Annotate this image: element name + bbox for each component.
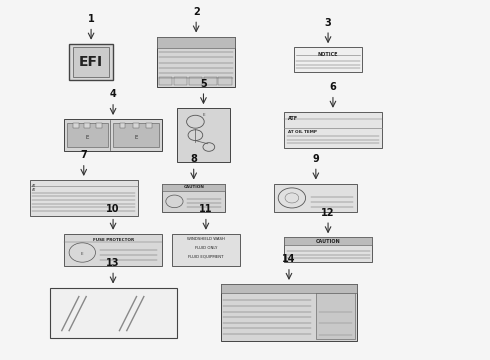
- Text: WINDSHIELD WASH: WINDSHIELD WASH: [187, 237, 225, 241]
- Bar: [284, 112, 382, 148]
- Text: NOTICE: NOTICE: [318, 51, 338, 57]
- Text: E: E: [202, 113, 205, 117]
- Text: 7: 7: [80, 150, 87, 160]
- Bar: [30, 180, 138, 216]
- Text: 1: 1: [88, 14, 95, 24]
- Text: E: E: [134, 135, 138, 140]
- Text: 6: 6: [330, 82, 336, 92]
- Text: FLUID EQUIPMENT: FLUID EQUIPMENT: [188, 255, 223, 258]
- Bar: [162, 184, 225, 191]
- Bar: [284, 237, 372, 245]
- Bar: [157, 37, 235, 48]
- Bar: [219, 77, 232, 85]
- Text: 10: 10: [106, 204, 120, 214]
- Bar: [73, 46, 109, 77]
- Text: ATF: ATF: [288, 116, 298, 121]
- Bar: [220, 284, 357, 293]
- Bar: [146, 123, 152, 127]
- Bar: [174, 77, 187, 85]
- Bar: [69, 44, 113, 80]
- Text: AT: AT: [32, 188, 37, 192]
- Bar: [67, 123, 108, 148]
- Bar: [176, 108, 230, 162]
- Bar: [294, 47, 362, 72]
- Bar: [96, 123, 101, 127]
- Text: 5: 5: [200, 78, 207, 89]
- Text: 4: 4: [110, 89, 117, 99]
- Text: CAUTION: CAUTION: [316, 239, 341, 244]
- Bar: [113, 123, 159, 148]
- Text: EFI: EFI: [79, 55, 103, 69]
- Bar: [220, 284, 357, 341]
- Bar: [172, 234, 240, 266]
- Text: 12: 12: [321, 208, 335, 218]
- Text: 2: 2: [193, 7, 199, 17]
- Bar: [162, 184, 225, 212]
- Bar: [157, 37, 235, 87]
- Text: E: E: [85, 135, 89, 140]
- Text: E: E: [81, 252, 84, 256]
- Bar: [84, 123, 90, 127]
- Bar: [64, 234, 162, 266]
- Bar: [189, 77, 202, 85]
- Text: AT: AT: [32, 184, 37, 188]
- Text: 13: 13: [106, 258, 120, 268]
- Bar: [133, 123, 139, 127]
- Text: 8: 8: [190, 154, 197, 164]
- Bar: [120, 123, 125, 127]
- Text: 9: 9: [313, 154, 319, 164]
- Text: 14: 14: [282, 254, 296, 264]
- Text: FUSE PROTECTOR: FUSE PROTECTOR: [93, 238, 134, 242]
- Text: CAUTION: CAUTION: [183, 185, 204, 189]
- Text: FLUID ONLY: FLUID ONLY: [195, 246, 217, 250]
- Bar: [317, 293, 355, 338]
- Bar: [284, 237, 372, 262]
- Bar: [64, 119, 162, 151]
- Bar: [274, 184, 357, 212]
- Bar: [203, 77, 217, 85]
- Text: 3: 3: [325, 18, 331, 28]
- Text: 11: 11: [199, 204, 213, 214]
- Bar: [73, 123, 79, 127]
- Text: AT OIL TEMP: AT OIL TEMP: [288, 130, 317, 134]
- Bar: [49, 288, 176, 338]
- Bar: [159, 77, 172, 85]
